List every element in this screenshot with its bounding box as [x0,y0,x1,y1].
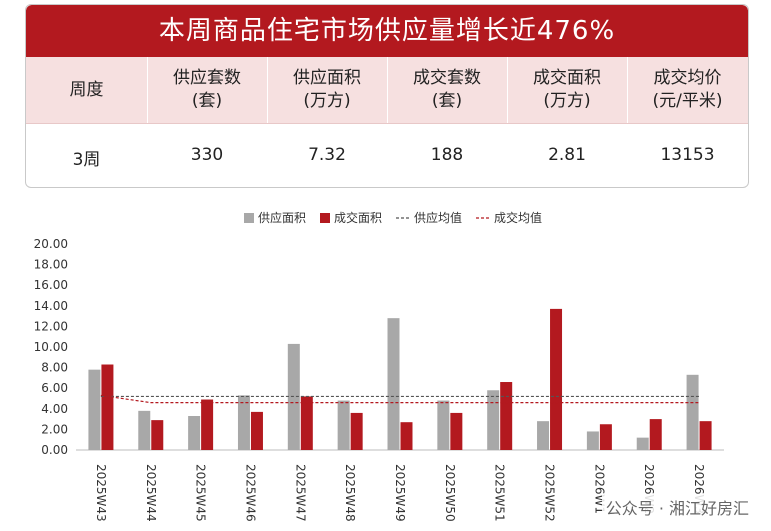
deal-area-bar [300,396,313,450]
cell-avg-price: 13153 [660,145,715,165]
header-line: 成交套数 [413,68,481,88]
deal-area-bar [151,420,164,450]
deal-area-bar [250,411,263,450]
y-tick-label: 2.00 [41,422,68,436]
x-tick-label: 2025W52 [543,464,557,522]
supply-area-bar [437,400,450,450]
header-line: 供应套数 [173,68,241,88]
y-tick-label: 6.00 [41,381,68,395]
header-line: 成交面积 [533,68,601,88]
header-separator [507,57,508,123]
header-week: 周度 [26,79,147,102]
deal-area-bar [500,382,513,450]
x-tick-label: 2025W51 [493,464,507,522]
title-bar [26,5,748,57]
summary-card: 本周商品住宅市场供应量增长近476% 周度 供应套数 (套) 供应面积 (万方)… [25,4,749,188]
deal-area-bar [699,421,712,450]
x-tick-label: 2025W47 [293,464,307,522]
supply-area-bar [237,395,250,450]
supply-area-bar [88,369,101,450]
cell-week: 3周 [72,150,101,170]
y-tick-label: 8.00 [41,361,68,375]
supply-area-bar [586,431,599,450]
deal-area-bar [550,308,563,450]
header-separator [267,57,268,123]
header-avg-price: 成交均价 (元/平米) [627,67,748,113]
y-tick-label: 0.00 [41,443,68,457]
y-tick-label: 4.00 [41,402,68,416]
supply-area-bar [188,416,201,450]
x-tick-label: 2025W49 [393,464,407,522]
supply-area-bar [337,400,350,450]
cell-deal-units: 188 [430,145,464,165]
header-unit: (套) [431,91,463,111]
deal-area-bar [599,424,612,450]
header-separator [387,57,388,123]
y-tick-label: 20.00 [34,237,68,251]
header-line: 成交均价 [653,68,722,88]
header-unit: (万方) [303,91,351,111]
deal-area-bar [450,412,463,450]
summary-title: 本周商品住宅市场供应量增长近476% [158,16,616,46]
x-tick-label: 2025W44 [144,464,158,522]
deal-area-bar [350,412,363,450]
supply-area-bar [138,410,151,450]
chart-svg: 0.00 2.00 4.00 6.00 8.00 10.00 12.00 14.00 16.00… [34,210,724,522]
header-separator [627,57,628,123]
header-unit: (万方) [543,91,591,111]
supply-area-bar [487,390,500,450]
x-tick-label: 2025W48 [343,464,357,522]
weekly-area-chart: 0.00 2.00 4.00 6.00 8.00 10.00 12.00 14.00 16.00… [28,202,748,527]
y-tick-label: 18.00 [34,258,68,272]
deal-average-line [100,394,700,404]
deal-area-bar [101,364,114,450]
cell-supply-units: 330 [190,145,224,165]
legend-supply-area-label: 供应面积 [258,210,306,225]
header-line: 供应面积 [293,68,361,88]
y-tick-label: 14.00 [34,299,68,313]
legend-supply-area-swatch [244,213,254,223]
header-supply-area: 供应面积 (万方) [267,67,387,113]
deal-area-bar [201,399,214,450]
supply-area-bar [686,374,699,450]
row-divider [26,123,748,124]
legend-deal-area-label: 成交面积 [334,210,382,225]
header-supply-units: 供应套数 (套) [147,67,267,113]
header-deal-area: 成交面积 (万方) [507,67,627,113]
legend-supply-average-label: 供应均值 [414,210,462,225]
watermark: 公众号 · 湘江好房汇 [601,495,753,519]
y-tick-label: 10.00 [34,340,68,354]
y-tick-label: 16.00 [34,278,68,292]
x-tick-label: 2025W43 [94,464,108,522]
header-separator [147,57,148,123]
x-tick-label: 2025W50 [443,464,457,522]
header-unit: (套) [191,91,223,111]
supply-area-bar [537,421,550,450]
legend-deal-average-label: 成交均值 [494,210,542,225]
deal-area-bar [649,419,662,450]
x-tick-label: 2025W46 [243,464,257,522]
legend-deal-area-swatch [320,213,330,223]
header-unit: (元/平米) [652,91,723,111]
x-tick-label: 2025W45 [194,464,208,522]
cell-deal-area: 2.81 [548,145,586,165]
supply-area-bar [636,437,649,450]
cell-supply-area: 7.32 [308,145,346,165]
supply-area-bar [387,318,400,450]
deal-area-bar [400,422,413,450]
header-line: 周度 [69,80,104,100]
header-deal-units: 成交套数 (套) [387,67,507,113]
y-tick-label: 12.00 [34,319,68,333]
